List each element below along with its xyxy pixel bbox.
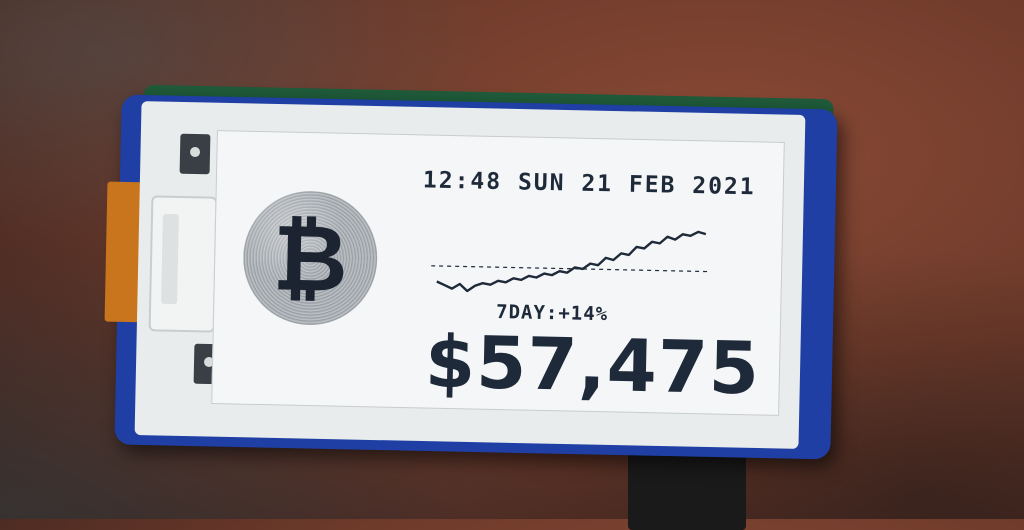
bitcoin-icon: ₿ <box>271 203 349 313</box>
panel-tab-slot <box>161 213 179 305</box>
usb-cable <box>628 450 746 530</box>
price-sparkline <box>431 230 712 293</box>
bitcoin-coin: ₿ <box>241 189 379 327</box>
sparkline-line <box>436 230 707 293</box>
epaper-screen: 12:48 SUN 21 FEB 2021 ₿ 7DAY:+14% $57,47… <box>211 130 785 416</box>
panel-tab <box>148 195 218 333</box>
bitcoin-price: $57,475 <box>424 319 761 411</box>
mount-top-left <box>179 133 211 175</box>
datetime-text: 12:48 SUN 21 FEB 2021 <box>422 167 756 201</box>
